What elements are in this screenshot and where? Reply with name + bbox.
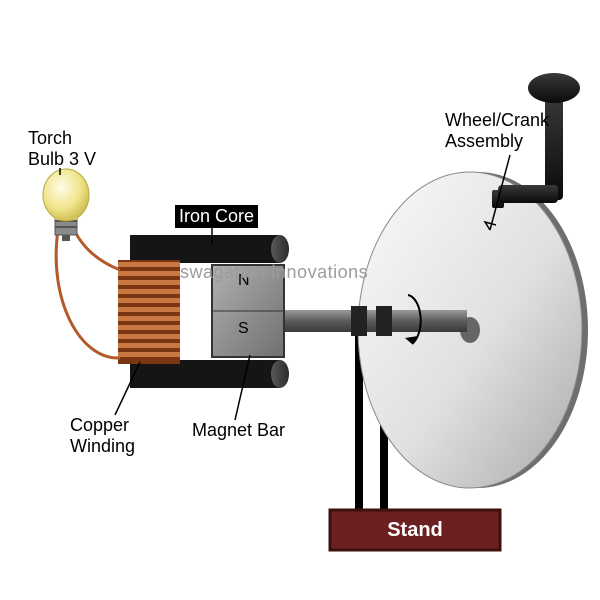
diagram-svg [0, 0, 600, 600]
torch-bulb [43, 169, 89, 241]
label-ironcore: Iron Core [175, 205, 258, 228]
shaft [282, 310, 467, 332]
magnet-s: S [238, 320, 249, 338]
label-magnet: Magnet Bar [192, 420, 285, 441]
label-copper: Copper Winding [70, 415, 135, 456]
ironcore-bottom [130, 360, 280, 388]
ironcore-bottom-end [271, 360, 289, 388]
crank-horizontal [498, 185, 558, 203]
copper-winding [118, 260, 180, 364]
crank-handle [528, 73, 580, 103]
watermark: swagatam innovations [180, 262, 368, 283]
leader-copper [115, 362, 140, 415]
diagram-stage: Torch Bulb 3 V Iron Core Copper Winding … [0, 0, 600, 600]
ironcore-top [130, 235, 280, 263]
ironcore-top-end [271, 235, 289, 263]
wire-top [72, 225, 120, 270]
bearing-left [351, 306, 367, 336]
bearing-right [376, 306, 392, 336]
label-stand: Stand [330, 510, 500, 550]
label-wheel: Wheel/Crank Assembly [445, 110, 549, 151]
label-bulb: Torch Bulb 3 V [28, 128, 96, 169]
